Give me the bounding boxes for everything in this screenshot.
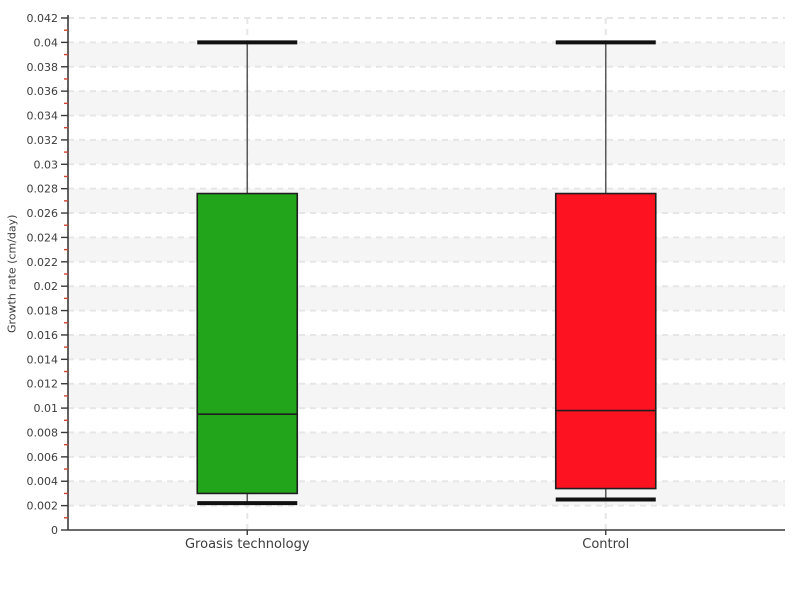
y-tick-label: 0.02 [34,280,59,293]
zebra-band [68,334,785,360]
y-tick-label: 0.032 [27,134,59,147]
y-tick-label: 0.014 [27,353,59,366]
y-tick-label: 0 [51,524,58,537]
y-tick-label: 0.024 [27,231,59,244]
y-tick-label: 0.034 [27,110,59,123]
y-tick-label: 0.004 [27,475,59,488]
y-tick-label: 0.016 [27,329,59,342]
box-control [554,40,657,502]
zebra-band [68,188,785,214]
y-tick-label: 0.01 [34,402,59,415]
zebra-band [68,481,785,506]
y-tick-label: 0.042 [27,12,59,25]
y-tick-label: 0.04 [34,36,59,49]
zebra-band [68,237,785,262]
zebra-band [68,432,785,457]
y-tick-label: 0.012 [27,378,59,391]
y-tick-label: 0.036 [27,85,59,98]
zebra-band [68,286,785,311]
box-groasis-technology [196,40,299,506]
y-tick-label: 0.026 [27,207,59,220]
category-label: Groasis technology [185,537,310,552]
zebra-band [68,91,785,116]
y-tick-label: 0.022 [27,256,59,269]
category-label: Control [582,537,629,552]
y-tick-label: 0.008 [27,426,59,439]
y-tick-label: 0.028 [27,183,59,196]
iqr-box [554,192,657,490]
y-tick-label: 0.006 [27,451,59,464]
iqr-box [196,192,299,495]
y-tick-label: 0.038 [27,61,59,74]
y-tick-label: 0.018 [27,305,59,318]
y-tick-label: 0.03 [34,158,59,171]
zebra-band [68,139,785,165]
zebra-band [68,42,785,67]
zebra-band [68,383,785,409]
y-tick-label: 0.002 [27,500,59,513]
